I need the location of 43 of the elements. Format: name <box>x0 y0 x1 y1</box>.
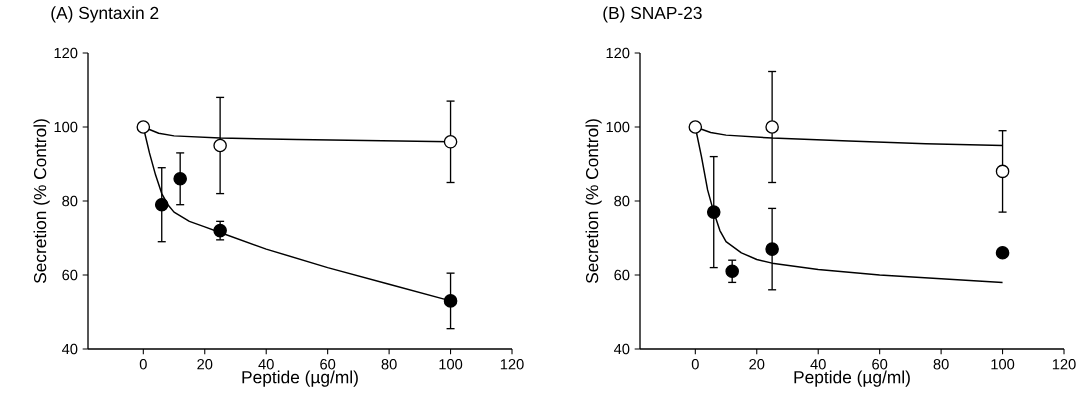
x-tick-label: 0 <box>139 359 147 370</box>
y-tick-label: 120 <box>606 47 630 59</box>
chart-title: (B) SNAP-23 <box>603 6 702 23</box>
point <box>725 264 739 279</box>
y-axis-title: Secretion (% Control) <box>33 119 50 284</box>
y-tick-label: 80 <box>62 195 78 207</box>
point <box>706 205 721 219</box>
y-tick-label: 40 <box>61 343 78 355</box>
point <box>173 172 187 186</box>
y-tick-label: 100 <box>606 121 630 133</box>
y-tick-label: 60 <box>614 269 630 281</box>
point <box>154 197 169 212</box>
x-axis-title: Peptide (µg/ml) <box>794 370 910 387</box>
x-tick-label: 0 <box>691 359 699 370</box>
x-tick-label: 40 <box>258 359 274 370</box>
point <box>443 135 458 149</box>
y-tick-label: 100 <box>54 121 78 133</box>
chart-title: (A) Syntaxin 2 <box>51 6 159 23</box>
point <box>995 164 1010 179</box>
y-axis-title: Secretion (% Control) <box>585 119 602 284</box>
x-tick-label: 100 <box>991 359 1015 370</box>
x-tick-label: 120 <box>1052 359 1076 370</box>
y-tick-label: 120 <box>54 47 78 59</box>
point <box>213 138 227 153</box>
x-tick-label: 40 <box>810 359 826 370</box>
y-tick-label: 40 <box>613 343 630 355</box>
point <box>136 120 151 134</box>
point <box>443 294 458 308</box>
x-tick-label: 80 <box>381 359 397 370</box>
y-tick-label: 60 <box>62 269 78 281</box>
y-tick-label: 80 <box>614 195 630 207</box>
x-tick-label: 120 <box>500 359 524 370</box>
x-tick-label: 60 <box>320 359 336 370</box>
point <box>765 242 779 256</box>
x-tick-label: 80 <box>933 359 949 370</box>
point <box>765 120 779 134</box>
x-axis-title: Peptide (µg/ml) <box>242 370 358 387</box>
x-tick-label: 20 <box>749 359 765 370</box>
point <box>688 120 703 134</box>
point <box>995 246 1010 260</box>
x-tick-label: 60 <box>872 359 888 370</box>
x-tick-label: 20 <box>197 359 213 370</box>
x-tick-label: 100 <box>439 359 463 370</box>
